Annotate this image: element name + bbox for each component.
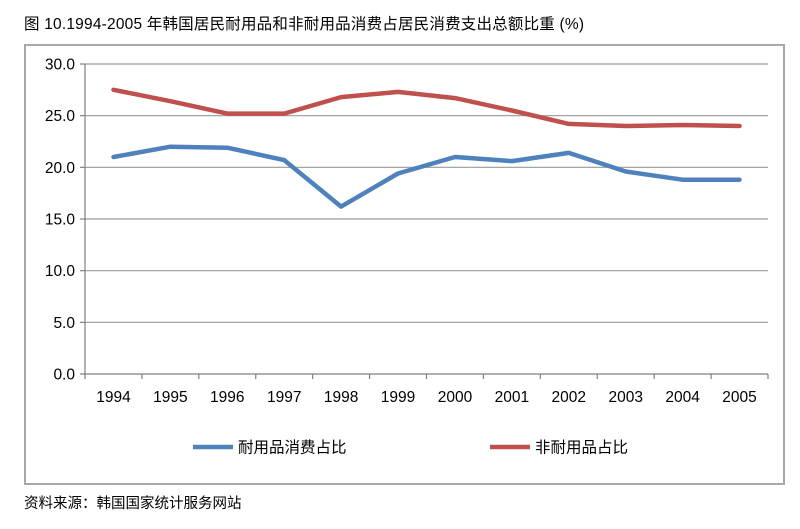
x-tick-label: 1998	[324, 389, 358, 406]
x-tick-label: 2004	[665, 389, 700, 406]
y-tick-label: 15.0	[45, 212, 76, 229]
x-tick-label: 1995	[153, 389, 187, 406]
legend-label-1: 非耐用品占比	[535, 439, 628, 457]
y-tick-label: 20.0	[45, 160, 76, 177]
x-tick-label: 1996	[210, 389, 244, 406]
legend-label-0: 耐用品消费占比	[238, 439, 347, 457]
x-tick-label: 1994	[96, 389, 131, 406]
y-tick-label: 5.0	[53, 315, 75, 332]
chart-container: 0.0 5.0 10.0 15.0 20.0 25.0 30.0 1994 1995 1996 19…	[24, 44, 785, 485]
x-tick-label: 1999	[381, 389, 415, 406]
x-tick-label: 2003	[608, 389, 642, 406]
y-tick-label: 0.0	[53, 367, 75, 384]
y-tick-label: 25.0	[45, 108, 76, 125]
x-tick-label: 2000	[438, 389, 473, 406]
y-tick-label: 10.0	[45, 263, 76, 280]
x-tick-label: 2005	[722, 389, 756, 406]
source-note: 资料来源：韩国国家统计服务网站	[24, 496, 242, 512]
series-line-0	[111, 144, 742, 209]
x-tick-label: 1997	[267, 389, 301, 406]
x-tick-label: 2001	[495, 389, 529, 406]
chart-title: 图 10.1994-2005 年韩国居民耐用品和非耐用品消费占居民消费支出总额比…	[24, 16, 585, 33]
x-tick-label: 2002	[552, 389, 586, 406]
y-tick-label: 30.0	[45, 57, 76, 74]
line-chart: 0.0 5.0 10.0 15.0 20.0 25.0 30.0 1994 1995 1996 19…	[45, 57, 769, 457]
series-line-1	[111, 87, 742, 129]
